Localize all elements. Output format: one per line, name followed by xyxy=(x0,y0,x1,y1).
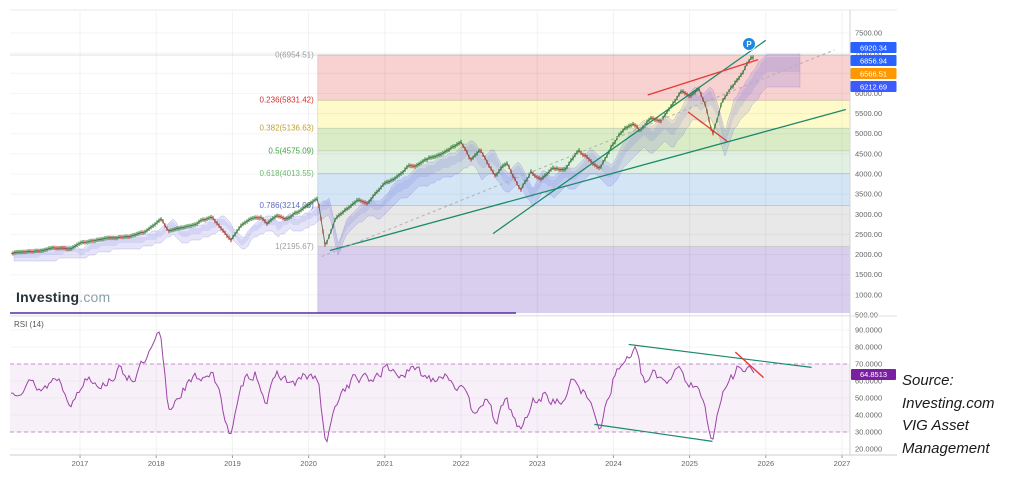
investing-watermark: Investing.com xyxy=(16,289,110,305)
price-axis-label: 7000.00 xyxy=(855,49,882,58)
year-label: 2026 xyxy=(757,459,774,468)
fib-level-label: 0.618(4013.55) xyxy=(260,169,315,178)
rsi-axis-label: 20.0000 xyxy=(855,445,882,454)
price-badge xyxy=(850,81,897,92)
price-axis-label: 5000.00 xyxy=(855,129,882,138)
price-axis-label: 1000.00 xyxy=(855,290,882,299)
year-label: 2024 xyxy=(605,459,622,468)
price-badge-value: 6212.69 xyxy=(860,82,887,91)
source-line: VIG Asset xyxy=(902,417,969,434)
rsi-indicator-label: RSI (14) xyxy=(14,320,44,329)
price-axis-label: 2000.00 xyxy=(855,250,882,259)
fib-band xyxy=(317,173,850,206)
price-axis-label: 500.00 xyxy=(855,311,878,320)
rsi-axis[interactable]: 90.0000 80.0000 70.0000 60.0000 50.0000 40.00… xyxy=(855,326,882,454)
fib-band xyxy=(317,128,850,151)
trendline[interactable] xyxy=(594,423,713,442)
price-badge-value: 6566.51 xyxy=(860,69,887,78)
price-badges: 6920.34 6856.94 6566.51 6212.69 xyxy=(850,42,897,92)
fib-level-label: 0.382(5136.63) xyxy=(260,124,315,133)
pro-marker-letter: P xyxy=(746,40,752,49)
gridlines xyxy=(10,11,850,455)
fib-level-label: 1(2195.67) xyxy=(275,242,314,251)
trendline[interactable] xyxy=(687,111,729,143)
rsi-axis-label: 90.0000 xyxy=(855,326,882,335)
price-axis[interactable]: 7500.007000.006500.006000.005500.005000.… xyxy=(855,29,882,320)
fib-level-label: 0(6954.51) xyxy=(275,50,314,59)
rsi-axis-label: 40.0000 xyxy=(855,411,882,420)
watermark-bold: Investing xyxy=(16,289,80,305)
x-axis[interactable]: 2017 2018 2019 2020 2021 2022 2023 2024 2025 2026… xyxy=(72,455,851,468)
rsi-current-badge: 64.8513 xyxy=(851,369,896,380)
price-axis-label: 6000.00 xyxy=(855,89,882,98)
rsi-axis-label: 70.0000 xyxy=(855,360,882,369)
fib-band xyxy=(317,205,850,247)
rsi-axis-label: 80.0000 xyxy=(855,343,882,352)
trendline[interactable] xyxy=(321,49,835,258)
price-badge-value: 6920.34 xyxy=(860,43,887,52)
fib-level-label: 0.236(5831.42) xyxy=(260,96,315,105)
ichimoku-cloud xyxy=(13,53,801,262)
rsi-line xyxy=(10,331,755,444)
year-label: 2021 xyxy=(376,459,393,468)
year-label: 2019 xyxy=(224,459,241,468)
price-axis-label: 7500.00 xyxy=(855,29,882,38)
trendlines-price[interactable] xyxy=(321,39,847,258)
trendline[interactable] xyxy=(647,58,759,96)
rsi-axis-label: 30.0000 xyxy=(855,428,882,437)
trendline[interactable] xyxy=(734,351,765,379)
fib-level-label: 0.5(4575.09) xyxy=(268,146,314,155)
fib-band xyxy=(317,246,850,313)
price-axis-label: 2500.00 xyxy=(855,230,882,239)
fib-band xyxy=(317,150,850,174)
price-badge-value: 6856.94 xyxy=(860,56,887,65)
source-line: Investing.com xyxy=(902,394,995,412)
trendline[interactable] xyxy=(329,108,847,252)
trendline[interactable] xyxy=(492,39,767,235)
rsi-range-band xyxy=(10,364,850,432)
cloud-outer xyxy=(13,53,801,262)
price-badge xyxy=(850,42,897,53)
source-attribution: Source: Investing.com VIG Asset Manageme… xyxy=(902,370,1022,460)
price-axis-label: 4500.00 xyxy=(855,149,882,158)
price-axis-label: 3500.00 xyxy=(855,190,882,199)
borders xyxy=(10,9,897,456)
rsi-axis-label: 60.0000 xyxy=(855,377,882,386)
year-label: 2018 xyxy=(148,459,165,468)
price-axis-label: 4000.00 xyxy=(855,170,882,179)
rsi-axis-label: 50.0000 xyxy=(855,394,882,403)
source-line: Source: xyxy=(902,372,954,389)
year-label: 2020 xyxy=(300,459,317,468)
pro-marker[interactable]: P xyxy=(742,37,756,51)
price-axis-label: 5500.00 xyxy=(855,109,882,118)
trendline[interactable] xyxy=(628,343,812,368)
year-label: 2027 xyxy=(834,459,851,468)
price-axis-label: 1500.00 xyxy=(855,270,882,279)
year-label: 2017 xyxy=(72,459,89,468)
price-badge xyxy=(850,55,897,66)
year-label: 2023 xyxy=(529,459,546,468)
trendlines-rsi[interactable] xyxy=(594,343,812,442)
source-line: Management xyxy=(902,439,990,457)
fib-band xyxy=(317,100,850,129)
year-label: 2025 xyxy=(681,459,698,468)
fib-level-label: 0.786(3214.06) xyxy=(260,201,315,210)
price-badge xyxy=(850,68,897,79)
pro-marker-circle[interactable] xyxy=(742,37,756,51)
price-axis-label: 3000.00 xyxy=(855,210,882,219)
fib-band xyxy=(317,54,850,101)
rsi-series xyxy=(10,331,850,444)
watermark-domain: .com xyxy=(79,289,111,305)
year-label: 2022 xyxy=(453,459,470,468)
